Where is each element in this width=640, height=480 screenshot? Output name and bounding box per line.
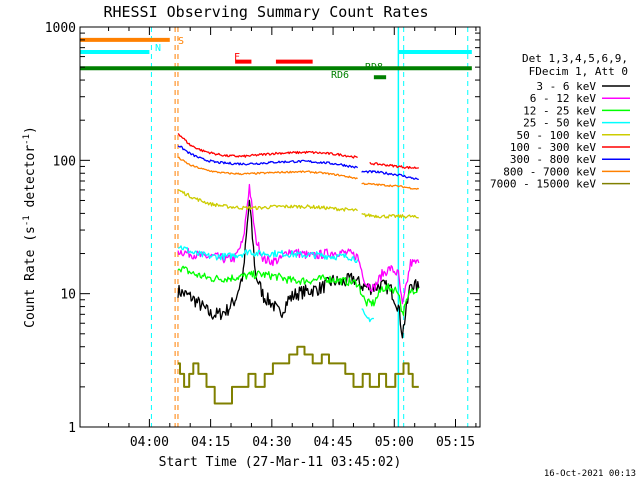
axes: 04:00 04:15 04:30 04:45 05:00 05:15 1 10 100 1000 xyxy=(45,21,480,450)
x-tick-label: 04:15 xyxy=(191,435,230,450)
legend-entry-label: 800 - 7000 keV xyxy=(503,165,596,178)
y-tick-label: 1 xyxy=(68,421,76,436)
chart-title: RHESSI Observing Summary Count Rates xyxy=(103,3,428,21)
y-axis-label-main: Count Rate (s xyxy=(23,226,38,328)
x-tick-label: 04:45 xyxy=(313,435,352,450)
y-axis-label-close: ) xyxy=(23,126,38,134)
series-50-100-kev-trace-0 xyxy=(177,189,358,212)
x-tick-label: 04:00 xyxy=(130,435,169,450)
flag-label-f: F xyxy=(234,52,240,63)
x-tick-label: 04:30 xyxy=(252,435,291,450)
series-100-300-kev-trace-1 xyxy=(369,161,419,170)
legend-entry-label: 25 - 50 keV xyxy=(523,117,596,130)
series-25-50-kev-trace-1 xyxy=(361,308,375,323)
footer-timestamp: 16-Oct-2021 00:13 xyxy=(544,469,636,479)
series-300-800-kev-trace-0 xyxy=(177,145,359,169)
x-tick-label: 05:00 xyxy=(375,435,414,450)
series-7000-15000-kev-trace-0 xyxy=(178,345,419,405)
x-tick-label: 05:15 xyxy=(436,435,475,450)
plot-frame xyxy=(79,26,481,428)
series-800-7000-kev-trace-1 xyxy=(361,182,420,190)
series-3-6-kev-trace-0 xyxy=(177,199,420,339)
plot-area: S N F RD8 RD6 xyxy=(80,27,472,427)
flag-label-rd8: RD8 xyxy=(365,62,383,73)
series-300-800-kev-trace-1 xyxy=(361,170,419,181)
series-50-100-kev-trace-1 xyxy=(361,213,419,219)
flag-label-rd6: RD6 xyxy=(331,70,349,81)
y-tick-label: 100 xyxy=(53,154,76,169)
series-25-50-kev-trace-0 xyxy=(177,245,359,264)
legend-entry-label: 300 - 800 keV xyxy=(510,153,596,166)
legend-entry-label: 7000 - 15000 keV xyxy=(490,178,596,191)
x-axis-label: Start Time (27-Mar-11 03:45:02) xyxy=(159,455,402,470)
legend-header-line: Det 1,3,4,5,6,9, xyxy=(522,52,628,65)
legend-entry-label: 3 - 6 keV xyxy=(536,80,596,93)
legend-entry-label: 50 - 100 keV xyxy=(517,129,597,142)
series-12-25-kev-trace-0 xyxy=(177,265,419,316)
flag-label-n: N xyxy=(155,43,161,54)
series-6-12-kev-trace-0 xyxy=(177,183,420,305)
legend-entry-label: 12 - 25 keV xyxy=(523,104,596,117)
y-axis-label-unit: detector xyxy=(23,145,38,216)
y-axis-label-exp2: -1 xyxy=(22,134,32,145)
flag-label-s: S xyxy=(178,36,184,47)
legend-entry-label: 6 - 12 keV xyxy=(530,92,597,105)
y-axis-label-exp1: -1 xyxy=(22,215,32,226)
y-axis-label: Count Rate (s-1 detector-1) xyxy=(22,126,38,328)
y-tick-label: 1000 xyxy=(45,21,76,36)
y-tick-label: 10 xyxy=(60,288,76,303)
legend: Det 1,3,4,5,6,9,FDecim 1, Att 0 3 - 6 keV… xyxy=(490,52,630,191)
legend-header-line: FDecim 1, Att 0 xyxy=(529,65,628,78)
legend-entry-label: 100 - 300 keV xyxy=(510,141,596,154)
series-100-300-kev-trace-0 xyxy=(177,133,358,159)
series-800-7000-kev-trace-0 xyxy=(177,156,358,180)
